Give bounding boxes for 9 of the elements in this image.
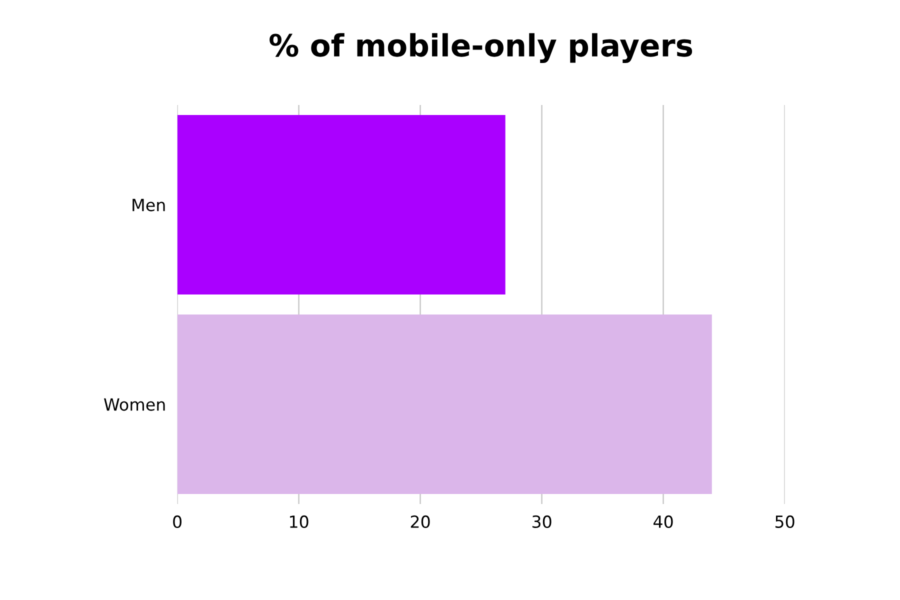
y-tick-label: Women	[104, 398, 165, 411]
x-tick-label: 30	[532, 515, 552, 528]
x-tick-label: 10	[290, 515, 308, 528]
x-tick-label: 50	[775, 515, 794, 528]
x-tick-label: 40	[654, 515, 673, 528]
x-tick-label: 0	[173, 515, 182, 528]
chart-title: % of mobile-only players	[270, 33, 692, 63]
x-tick-label: 20	[410, 515, 430, 528]
y-tick-label: Men	[132, 198, 165, 212]
